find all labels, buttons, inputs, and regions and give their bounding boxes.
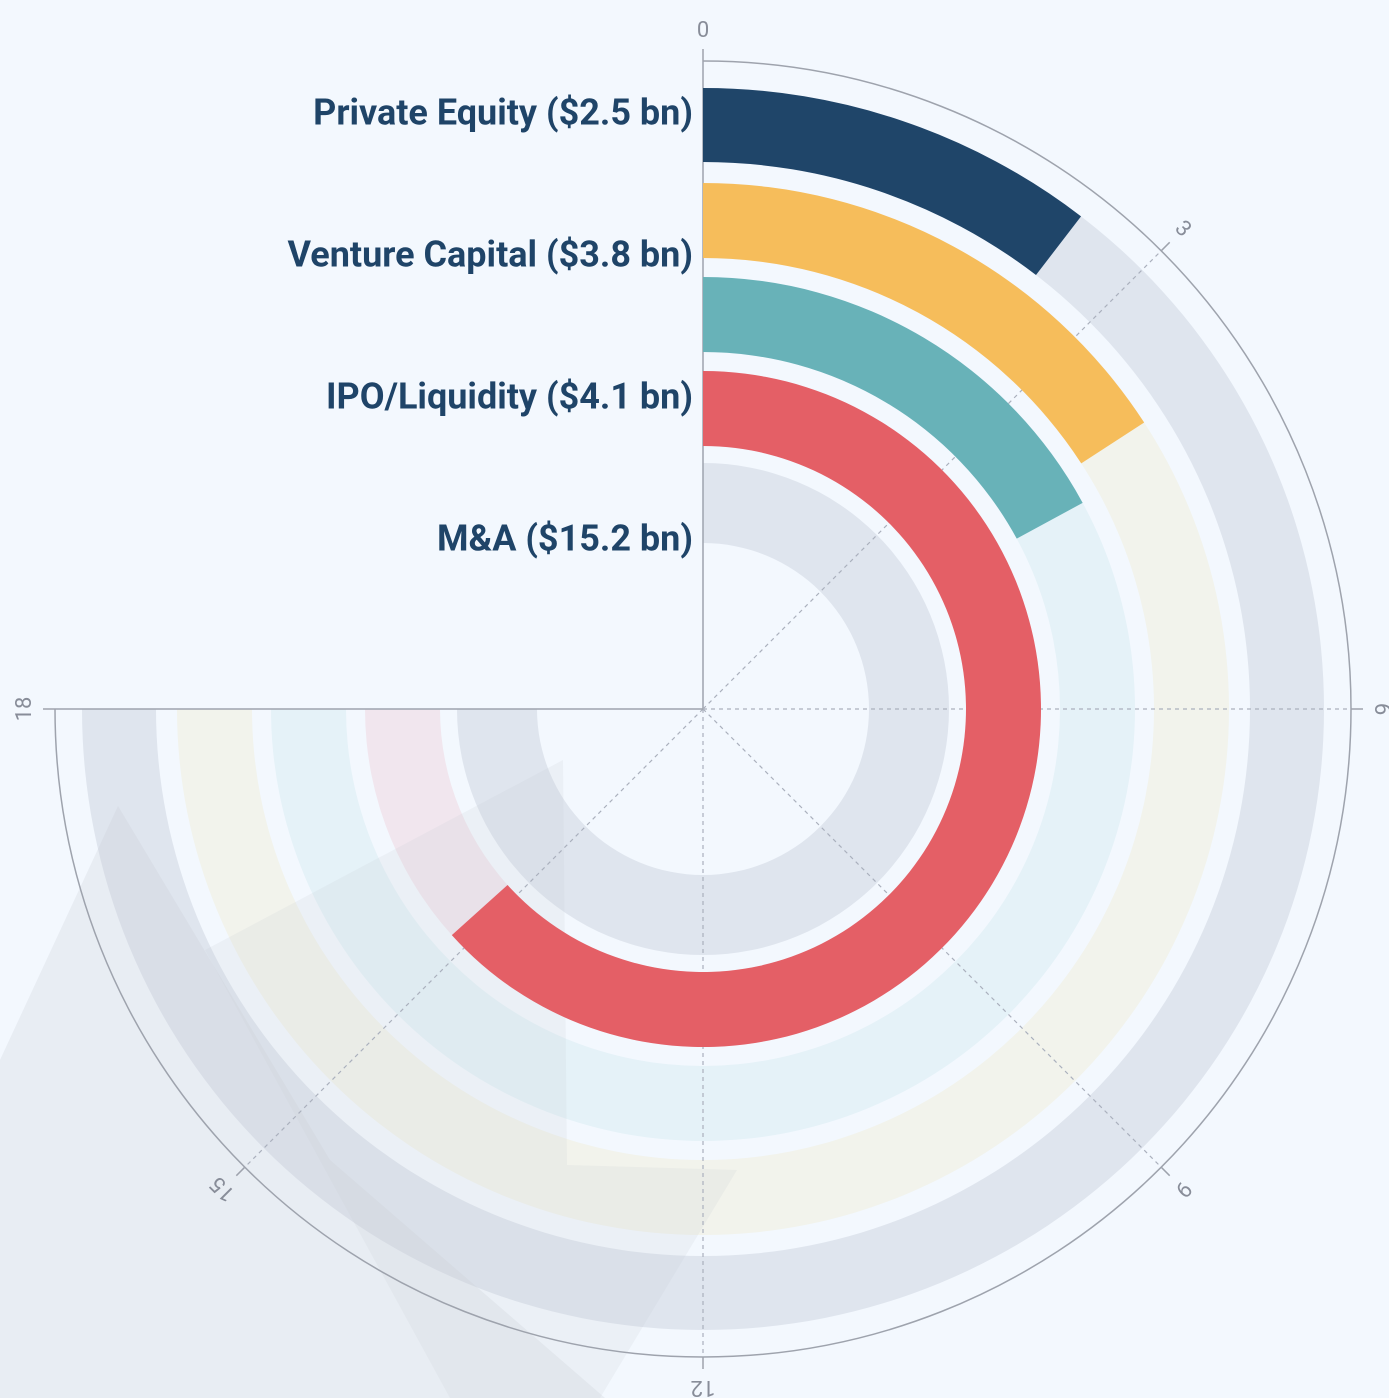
shadow-decoration (205, 760, 737, 1398)
tick-label: 18 (12, 697, 37, 722)
category-label: Private Equity ($2.5 bn) (313, 92, 693, 134)
tick-mark (235, 1166, 246, 1177)
bar (703, 277, 1083, 539)
tick-mark (1160, 1166, 1171, 1177)
tick-label: 9 (1170, 1176, 1196, 1202)
category-label: Venture Capital ($3.8 bn) (288, 234, 693, 276)
track (457, 463, 949, 955)
bar (451, 371, 1042, 1047)
tick-label: 3 (1170, 216, 1196, 242)
bar (703, 88, 1082, 276)
tick-mark (1160, 241, 1171, 252)
tracks (82, 88, 1324, 1330)
tick-label: 12 (691, 1375, 716, 1398)
bar (703, 183, 1145, 464)
category-label: M&A ($15.2 bn) (437, 518, 693, 560)
category-label: IPO/Liquidity ($4.1 bn) (326, 376, 693, 418)
tick-label: 0 (697, 18, 709, 43)
shadow-decoration (0, 806, 605, 1398)
tick-label: 6 (1369, 703, 1389, 715)
